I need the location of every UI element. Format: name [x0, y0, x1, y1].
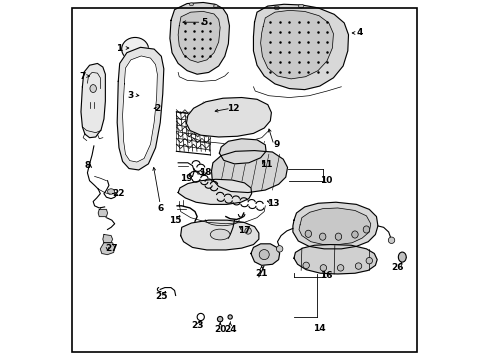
- Ellipse shape: [363, 226, 369, 233]
- Ellipse shape: [335, 233, 341, 240]
- Polygon shape: [117, 47, 163, 170]
- Text: 1: 1: [116, 44, 122, 53]
- Text: 15: 15: [169, 216, 182, 225]
- Polygon shape: [100, 243, 115, 255]
- Ellipse shape: [303, 262, 309, 269]
- Text: 22: 22: [112, 189, 124, 198]
- Ellipse shape: [213, 5, 218, 8]
- Polygon shape: [292, 202, 377, 249]
- Polygon shape: [102, 234, 112, 243]
- Ellipse shape: [337, 265, 343, 271]
- Ellipse shape: [305, 230, 311, 237]
- Ellipse shape: [189, 3, 193, 6]
- Polygon shape: [298, 208, 370, 244]
- Text: 26: 26: [391, 264, 404, 273]
- Ellipse shape: [140, 94, 146, 98]
- Ellipse shape: [319, 233, 325, 240]
- Ellipse shape: [366, 257, 372, 264]
- Text: 6: 6: [157, 204, 163, 213]
- Polygon shape: [98, 210, 107, 217]
- Ellipse shape: [320, 265, 326, 271]
- Text: 5: 5: [201, 18, 207, 27]
- Ellipse shape: [217, 316, 223, 322]
- Ellipse shape: [259, 249, 269, 260]
- Text: 14: 14: [313, 324, 325, 333]
- Polygon shape: [169, 3, 229, 74]
- Text: 9: 9: [273, 140, 280, 149]
- Polygon shape: [186, 98, 271, 137]
- Text: 8: 8: [84, 161, 90, 170]
- Ellipse shape: [387, 237, 394, 243]
- Ellipse shape: [351, 231, 357, 238]
- Polygon shape: [122, 56, 157, 162]
- Text: 16: 16: [319, 270, 332, 279]
- Ellipse shape: [122, 37, 148, 61]
- Text: 12: 12: [226, 104, 239, 113]
- Polygon shape: [178, 12, 220, 62]
- Text: 7: 7: [79, 72, 85, 81]
- Text: 17: 17: [238, 226, 250, 235]
- Text: 18: 18: [199, 168, 212, 177]
- Text: 19: 19: [180, 174, 192, 183]
- Text: 13: 13: [266, 199, 279, 208]
- Ellipse shape: [274, 6, 279, 10]
- Polygon shape: [253, 4, 348, 90]
- Ellipse shape: [90, 85, 96, 93]
- Ellipse shape: [298, 4, 303, 8]
- Ellipse shape: [107, 189, 115, 194]
- Ellipse shape: [244, 228, 251, 234]
- Text: 11: 11: [260, 161, 272, 170]
- Ellipse shape: [210, 229, 229, 240]
- Text: 23: 23: [191, 321, 203, 330]
- Text: 4: 4: [355, 28, 362, 37]
- Polygon shape: [180, 220, 258, 250]
- Text: 10: 10: [320, 176, 332, 185]
- Polygon shape: [211, 150, 287, 193]
- Text: 25: 25: [155, 292, 167, 301]
- Polygon shape: [250, 244, 279, 265]
- Ellipse shape: [398, 252, 406, 262]
- Polygon shape: [260, 10, 333, 79]
- Polygon shape: [149, 102, 153, 114]
- Polygon shape: [293, 244, 376, 274]
- Text: 27: 27: [104, 244, 117, 253]
- Ellipse shape: [227, 315, 232, 319]
- Polygon shape: [81, 63, 105, 138]
- Polygon shape: [178, 179, 251, 204]
- Ellipse shape: [276, 246, 282, 252]
- Ellipse shape: [355, 263, 361, 269]
- Text: 20: 20: [213, 325, 226, 334]
- Text: 24: 24: [224, 325, 237, 334]
- Polygon shape: [219, 139, 265, 164]
- Text: 21: 21: [255, 269, 267, 278]
- Text: 3: 3: [127, 90, 133, 99]
- Text: 2: 2: [154, 104, 160, 113]
